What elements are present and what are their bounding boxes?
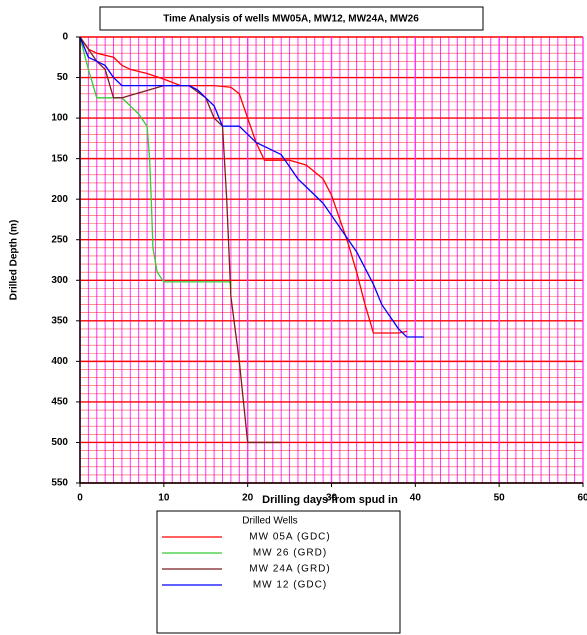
legend-box (156, 510, 401, 634)
y-tick-label: 200 (51, 194, 68, 205)
legend-label: MW 24A (GRD) (249, 564, 330, 575)
x-tick-label: 10 (158, 493, 170, 504)
series-line (79, 36, 424, 338)
series-line (79, 36, 232, 289)
legend-title: Drilled Wells (242, 516, 297, 527)
y-tick-label: 400 (51, 356, 68, 367)
legend-label: MW 05A (GDC) (249, 532, 330, 543)
chart-title: Time Analysis of wells MW05A, MW12, MW24… (163, 14, 419, 25)
series-line (79, 36, 282, 444)
x-axis-label: Drilling days from spud in (262, 494, 398, 506)
title-box (99, 6, 484, 31)
y-tick-label: 500 (51, 437, 68, 448)
y-tick-label: 550 (51, 478, 68, 489)
plot (79, 36, 424, 444)
y-axis-label: Drilled Depth (m) (9, 220, 20, 301)
x-tick-label: 30 (326, 493, 338, 504)
series-line (79, 36, 408, 334)
y-tick-label: 0 (62, 32, 68, 43)
x-tick-label: 40 (410, 493, 422, 504)
x-tick-label: 50 (494, 493, 506, 504)
x-tick-label: 60 (577, 493, 587, 504)
legend-label: MW 26 (GRD) (253, 548, 327, 559)
y-tick-label: 250 (51, 234, 68, 245)
legend-label: MW 12 (GDC) (253, 580, 327, 591)
y-tick-label: 50 (57, 72, 69, 83)
y-tick-label: 100 (51, 113, 68, 124)
y-tick-label: 300 (51, 275, 68, 286)
x-tick-label: 20 (242, 493, 254, 504)
y-tick-label: 450 (51, 397, 68, 408)
y-tick-label: 150 (51, 153, 68, 164)
x-tick-label: 0 (77, 493, 83, 504)
y-tick-label: 350 (51, 315, 68, 326)
